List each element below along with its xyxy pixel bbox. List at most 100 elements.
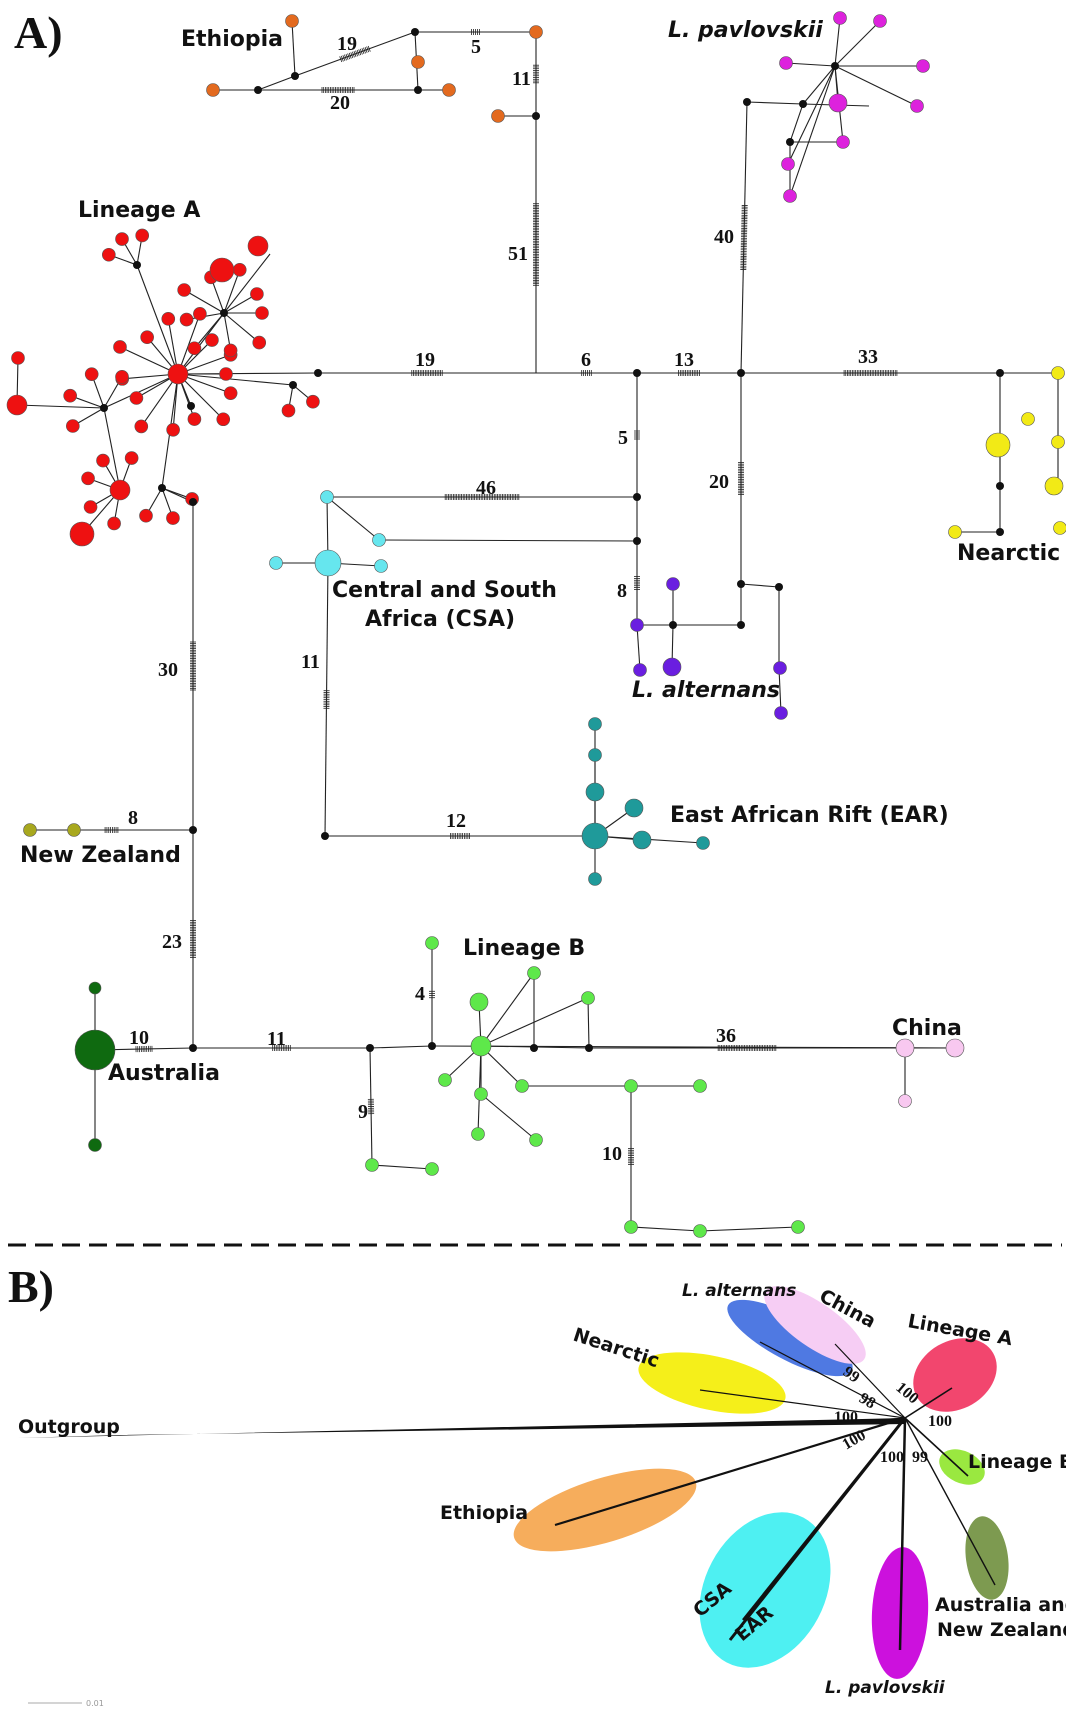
haplotype-node	[285, 14, 299, 28]
network-edge	[194, 312, 225, 349]
mutation-count-label: 13	[674, 349, 694, 371]
haplotype-node	[442, 83, 456, 97]
haplotype-node	[693, 1224, 707, 1238]
haplotype-node	[781, 157, 795, 171]
haplotype-node	[135, 228, 150, 243]
clade-ellipse-lineage_a	[913, 1338, 997, 1412]
haplotype-node	[783, 189, 797, 203]
clade-ellipse-aus_nz_1	[965, 1516, 1009, 1600]
median-vector-node	[743, 98, 751, 106]
haplotype-node	[836, 135, 850, 149]
haplotype-node	[515, 1079, 529, 1093]
mutation-count-label: 10	[129, 1027, 149, 1049]
median-vector-node	[414, 86, 422, 94]
median-vector-node	[831, 62, 839, 70]
haplotype-node	[74, 1029, 116, 1071]
network-edge	[177, 312, 225, 375]
haplotype-node	[115, 370, 129, 384]
haplotype-node	[372, 533, 386, 547]
haplotype-node	[88, 981, 102, 995]
mutation-count-label: 9	[358, 1101, 368, 1123]
network-edge	[834, 17, 841, 67]
haplotype-node	[365, 1158, 379, 1172]
tree-branch	[904, 1417, 996, 1586]
median-vector-node	[737, 580, 745, 588]
bootstrap-value: 99	[840, 1363, 863, 1386]
haplotype-node	[129, 391, 144, 405]
haplotype-node	[438, 1073, 452, 1087]
haplotype-node	[179, 312, 194, 327]
bootstrap-value: 98	[856, 1390, 878, 1413]
clade-ellipse-lineage_b	[939, 1449, 985, 1485]
haplotype-node	[873, 14, 887, 28]
haplotype-node	[223, 386, 238, 400]
haplotype-node	[255, 306, 269, 320]
clade-label-nearctic: Nearctic	[570, 1324, 662, 1372]
mutation-count-label: 8	[617, 580, 627, 602]
mutation-count-label: 30	[158, 659, 178, 681]
mutation-count-label: 4	[415, 983, 425, 1005]
haplotype-node	[187, 341, 202, 356]
mutation-count-label: 36	[716, 1025, 736, 1047]
group-label-ear: East African Rift (EAR)	[670, 803, 949, 828]
bootstrap-value: 99	[912, 1449, 928, 1466]
median-vector-node	[366, 1044, 374, 1052]
panel-b-label: B)	[8, 1261, 54, 1312]
median-vector-node	[786, 138, 794, 146]
mutation-count-label: 33	[858, 346, 878, 368]
mutation-count-label: 46	[476, 477, 496, 499]
haplotype-node	[624, 1220, 638, 1234]
haplotype-node	[693, 1079, 707, 1093]
mutation-tick	[339, 56, 343, 63]
haplotype-node	[66, 419, 80, 433]
mutation-count-label: 5	[471, 36, 481, 58]
median-vector-node	[254, 86, 262, 94]
mutation-tick	[353, 51, 357, 57]
haplotype-node	[895, 1038, 915, 1058]
median-vector-node	[220, 309, 228, 317]
haplotype-node	[529, 25, 543, 39]
haplotype-node	[833, 11, 847, 25]
median-vector-node	[189, 498, 197, 506]
haplotype-node	[632, 830, 652, 850]
clade-ellipse-nearctic	[638, 1352, 786, 1414]
median-vector-node	[532, 112, 540, 120]
haplotype-node	[1053, 521, 1066, 535]
network-edge	[371, 1164, 433, 1170]
haplotype-node	[916, 59, 930, 73]
haplotype-node	[206, 83, 220, 97]
haplotype-node	[166, 511, 180, 525]
median-vector-node	[187, 402, 195, 410]
tree-branch	[699, 1389, 906, 1419]
network-edge	[480, 972, 535, 1047]
group-label-ethiopia: Ethiopia	[181, 27, 283, 52]
median-vector-node	[669, 621, 677, 629]
network-edge	[257, 75, 296, 91]
network-edge	[177, 373, 224, 420]
network-edges	[16, 17, 1059, 1232]
haplotype-node	[1044, 476, 1064, 496]
haplotype-node	[161, 312, 176, 326]
mutation-tick	[348, 52, 352, 59]
haplotype-node	[630, 618, 644, 632]
haplotype-node	[67, 823, 81, 837]
network-edge	[834, 65, 918, 107]
group-label-lineage_a: Lineage A	[78, 198, 200, 223]
network-edge	[378, 539, 638, 542]
mutation-tick	[352, 51, 355, 58]
mutation-count-label: 20	[709, 471, 729, 493]
haplotype-node	[773, 661, 787, 675]
haplotype-node	[314, 549, 342, 577]
mutation-tick	[345, 53, 349, 60]
median-vector-node	[737, 369, 745, 377]
network-edge	[177, 373, 294, 386]
tree-branches	[18, 1341, 996, 1651]
network-edge	[740, 583, 780, 588]
clade-label-alternans: L. alternans	[682, 1281, 796, 1301]
panel-a-label: A)	[14, 7, 63, 58]
median-vector-node	[633, 537, 641, 545]
network-edge	[785, 62, 836, 67]
haplotype-node	[166, 422, 180, 437]
haplotype-node	[63, 388, 77, 403]
median-vector-node	[314, 369, 322, 377]
